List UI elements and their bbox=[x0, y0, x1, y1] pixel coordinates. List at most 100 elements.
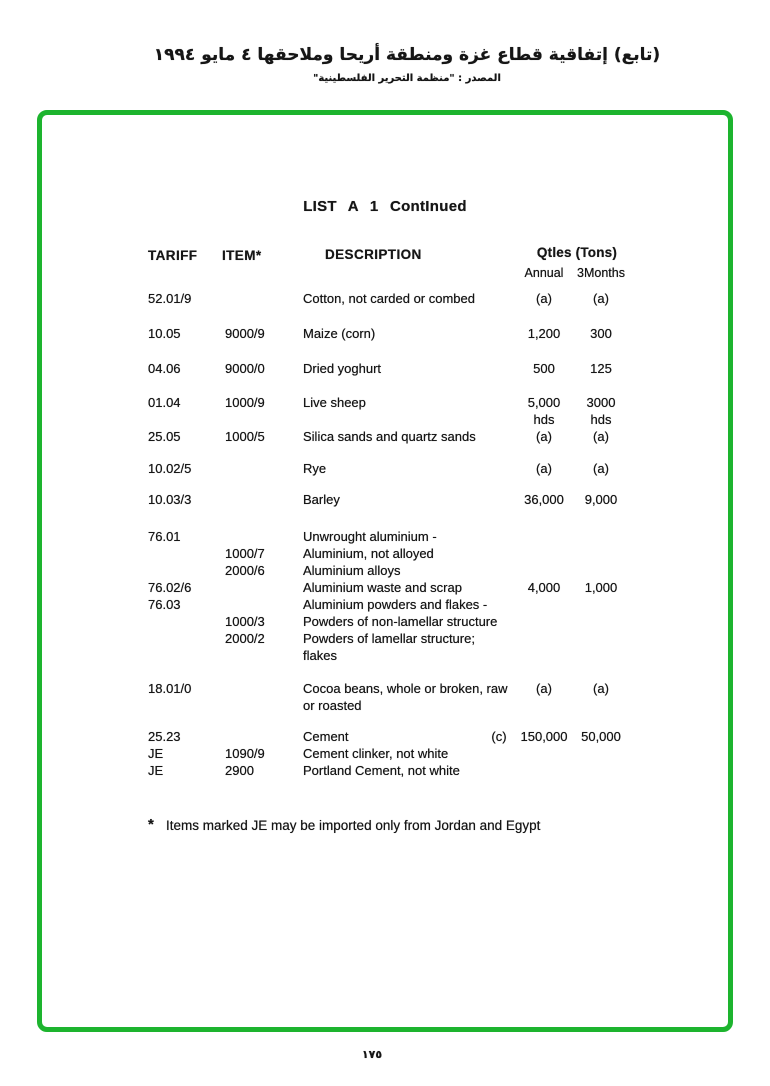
item-cell: 2900 bbox=[225, 763, 254, 778]
table-row: hds hds bbox=[42, 412, 728, 429]
description-cell: Aluminium powders and flakes - bbox=[303, 597, 488, 612]
tariff-cell: 10.03/3 bbox=[148, 492, 192, 507]
three-months-qty-cell: (a) bbox=[593, 291, 609, 306]
annual-qty-cell: 1,200 bbox=[527, 326, 561, 341]
annual-qty-cell: (a) bbox=[536, 461, 552, 476]
three-months-qty-cell: (a) bbox=[593, 681, 609, 696]
column-header-description: DESCRIPTION bbox=[325, 247, 422, 262]
three-months-qty-cell: 300 bbox=[590, 326, 612, 341]
table-row: 76.01 Unwrought aluminium - bbox=[42, 529, 728, 546]
description-cell: Silica sands and quartz sands bbox=[303, 429, 476, 444]
table-row: 10.05 9000/9 Maize (corn) 1,200 300 bbox=[42, 326, 728, 343]
table-row: flakes bbox=[42, 648, 728, 665]
annual-qty-cell: 36,000 bbox=[524, 492, 564, 507]
tariff-cell: 10.05 bbox=[148, 326, 181, 341]
tariff-cell: 25.05 bbox=[148, 429, 181, 444]
description-cell: Live sheep bbox=[303, 395, 366, 410]
three-months-qty-cell: 3000 bbox=[586, 395, 616, 410]
table-row: or roasted bbox=[42, 698, 728, 715]
column-header-item: ITEM* bbox=[222, 248, 262, 263]
tariff-cell: 04.06 bbox=[148, 361, 181, 376]
description-cell: Aluminium alloys bbox=[303, 563, 401, 578]
annual-qty-cell: (a) bbox=[536, 429, 552, 444]
tariff-cell: 76.02/6 bbox=[148, 580, 192, 595]
description-cell: Rye bbox=[303, 461, 327, 476]
three-months-qty-cell: 9,000 bbox=[584, 492, 618, 507]
annual-qty-cell: (a) bbox=[536, 681, 552, 696]
tariff-cell: 18.01/0 bbox=[148, 681, 192, 696]
agreement-title-arabic: (تابع) إتفاقية قطاع غزة ومنطقة أريحا ومل… bbox=[153, 45, 661, 65]
annual-qty-cell: hds bbox=[533, 412, 555, 427]
tariff-cell: 52.01/9 bbox=[148, 291, 192, 306]
description-cell: flakes bbox=[303, 648, 337, 663]
item-cell: 1000/5 bbox=[225, 429, 265, 444]
note-cell: (c) bbox=[491, 729, 507, 744]
table-row: 25.05 1000/5 Silica sands and quartz sands… bbox=[42, 429, 728, 446]
three-months-qty-cell: (a) bbox=[593, 429, 609, 444]
list-title: LIST A 1 ContInued bbox=[303, 198, 467, 215]
tariff-cell: JE bbox=[148, 746, 164, 761]
description-cell: Powders of non-lamellar structure bbox=[303, 614, 498, 629]
table-row: 76.02/6 Aluminium waste and scrap 4,000 1,0… bbox=[42, 580, 728, 597]
tariff-table-body: 52.01/9 Cotton, not carded or combed (a) (a… bbox=[42, 291, 728, 780]
tariff-cell: JE bbox=[148, 763, 164, 778]
tariff-cell: 25.23 bbox=[148, 729, 181, 744]
description-cell: Cement bbox=[303, 729, 349, 744]
table-row: 1000/3 Powders of non-lamellar structure bbox=[42, 614, 728, 631]
description-cell: Aluminium, not alloyed bbox=[303, 546, 434, 561]
table-row: JE 2900 Portland Cement, not white bbox=[42, 763, 728, 780]
table-row: 04.06 9000/0 Dried yoghurt 500 125 bbox=[42, 361, 728, 378]
annual-qty-cell: 500 bbox=[533, 361, 555, 376]
tariff-cell: 76.01 bbox=[148, 529, 181, 544]
description-cell: Maize (corn) bbox=[303, 326, 376, 341]
description-cell: Portland Cement, not white bbox=[303, 763, 460, 778]
item-cell: 9000/0 bbox=[225, 361, 265, 376]
footnote-text: Items marked JE may be imported only fro… bbox=[166, 818, 541, 833]
table-row: 01.04 1000/9 Live sheep 5,000 3000 bbox=[42, 395, 728, 412]
description-cell: Cocoa beans, whole or broken, raw bbox=[303, 681, 508, 696]
item-cell: 1000/9 bbox=[225, 395, 265, 410]
table-row: 52.01/9 Cotton, not carded or combed (a) (a… bbox=[42, 291, 728, 308]
description-cell: Barley bbox=[303, 492, 340, 507]
item-cell: 1090/9 bbox=[225, 746, 265, 761]
item-cell: 1000/7 bbox=[225, 546, 265, 561]
item-cell: 2000/6 bbox=[225, 563, 265, 578]
table-row: 2000/2 Powders of lamellar structure; bbox=[42, 631, 728, 648]
tariff-cell: 01.04 bbox=[148, 395, 181, 410]
description-cell: Aluminium waste and scrap bbox=[303, 580, 462, 595]
page-number-arabic: ١٧٥ bbox=[361, 1048, 383, 1061]
annual-qty-cell: (a) bbox=[536, 291, 552, 306]
scan-highlight-border: LIST A 1 ContInued TARIFF ITEM* DESCRIPT… bbox=[37, 110, 733, 1032]
table-row: 76.03 Aluminium powders and flakes - bbox=[42, 597, 728, 614]
description-cell: Powders of lamellar structure; bbox=[303, 631, 475, 646]
column-header-annual: Annual bbox=[524, 266, 564, 280]
column-header-quantities: Qtles (Tons) bbox=[536, 245, 618, 260]
item-cell: 1000/3 bbox=[225, 614, 265, 629]
table-row: 25.23 Cement (c) 150,000 50,000 bbox=[42, 729, 728, 746]
item-cell: 2000/2 bbox=[225, 631, 265, 646]
three-months-qty-cell: 1,000 bbox=[584, 580, 618, 595]
description-cell: or roasted bbox=[303, 698, 362, 713]
annual-qty-cell: 150,000 bbox=[520, 729, 568, 744]
page-header-arabic: (تابع) إتفاقية قطاع غزة ومنطقة أريحا ومل… bbox=[22, 44, 770, 84]
table-row: 10.03/3 Barley 36,000 9,000 bbox=[42, 492, 728, 509]
description-cell: Unwrought aluminium - bbox=[303, 529, 437, 544]
column-header-three-months: 3Months bbox=[577, 266, 625, 280]
three-months-qty-cell: 125 bbox=[590, 361, 612, 376]
annual-qty-cell: 5,000 bbox=[527, 395, 561, 410]
three-months-qty-cell: 50,000 bbox=[581, 729, 621, 744]
tariff-cell: 76.03 bbox=[148, 597, 181, 612]
description-cell: Cotton, not carded or combed bbox=[303, 291, 475, 306]
three-months-qty-cell: (a) bbox=[593, 461, 609, 476]
annual-qty-cell: 4,000 bbox=[527, 580, 561, 595]
item-cell: 9000/9 bbox=[225, 326, 265, 341]
column-header-tariff: TARIFF bbox=[148, 248, 198, 263]
description-cell: Cement clinker, not white bbox=[303, 746, 449, 761]
table-row: 18.01/0 Cocoa beans, whole or broken, raw… bbox=[42, 681, 728, 698]
table-row: 10.02/5 Rye (a) (a) bbox=[42, 461, 728, 478]
footnote-asterisk: * bbox=[148, 816, 154, 833]
table-row: 1000/7 Aluminium, not alloyed bbox=[42, 546, 728, 563]
three-months-qty-cell: hds bbox=[590, 412, 612, 427]
source-line-arabic: المصدر : "منظمة التحرير الفلسطينية" bbox=[313, 73, 501, 85]
tariff-cell: 10.02/5 bbox=[148, 461, 192, 476]
